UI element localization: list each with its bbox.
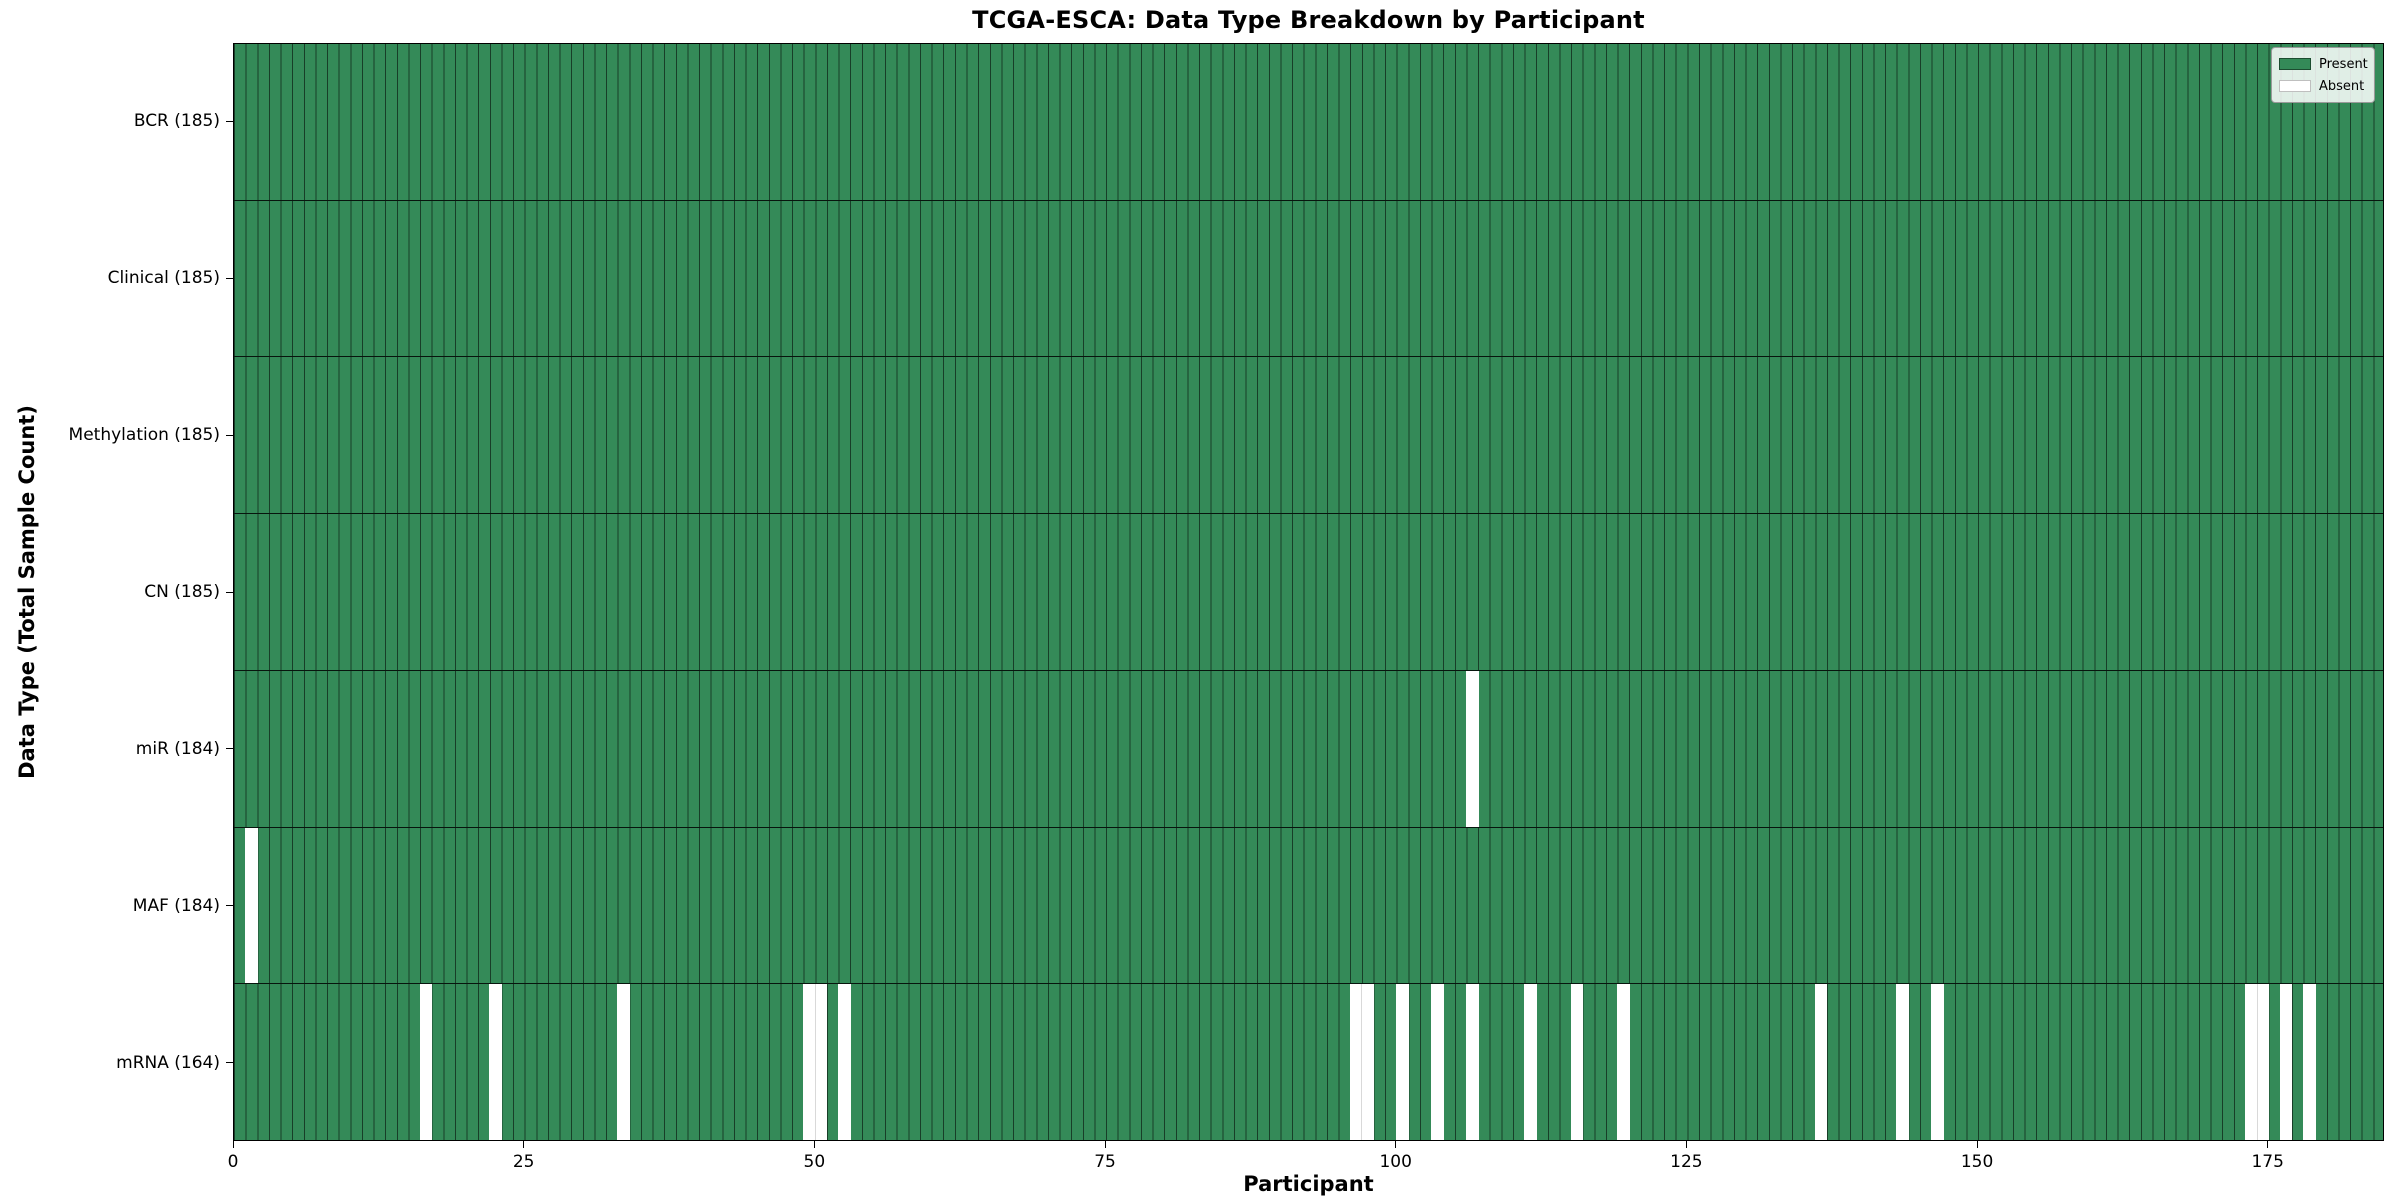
present-cells: [234, 827, 2383, 984]
absent-cell-run: [1896, 984, 1909, 1141]
present-cells: [234, 670, 2383, 827]
y-tick-label: mRNA (164): [116, 1052, 220, 1073]
y-tick-mark: [226, 748, 233, 750]
datatype-row-methylation: [234, 356, 2383, 514]
x-tick-mark: [232, 1141, 234, 1148]
y-tick-label: Methylation (185): [68, 425, 220, 446]
y-axis-label: Data Type (Total Sample Count): [15, 405, 39, 779]
legend-label: Present: [2319, 56, 2368, 72]
datatype-row-mir: [234, 669, 2383, 827]
absent-cell-run: [1465, 984, 1479, 1141]
present-cells: [234, 200, 2383, 357]
chart-title: TCGA-ESCA: Data Type Breakdown by Partic…: [972, 6, 1645, 34]
present-cells: [234, 44, 2383, 200]
x-tick-label: 125: [1670, 1152, 1703, 1172]
absent-cell-run: [1524, 984, 1537, 1141]
absent-cell-run: [1931, 984, 1944, 1141]
x-tick-mark: [1104, 1141, 1106, 1148]
absent-cell-divider: [814, 984, 816, 1141]
legend-swatch-absent: [2279, 80, 2311, 92]
y-tick-mark: [226, 1062, 233, 1064]
absent-cell-run: [1396, 984, 1409, 1141]
absent-cell-run: [2244, 984, 2270, 1141]
x-tick-mark: [813, 1141, 815, 1148]
x-tick-label: 25: [512, 1152, 535, 1172]
present-cells: [234, 514, 2383, 670]
absent-cell-run: [2279, 984, 2293, 1141]
absent-cell-divider: [2256, 984, 2258, 1141]
absent-cell-run: [803, 984, 828, 1141]
x-tick-mark: [523, 1141, 525, 1148]
y-tick-label: Clinical (185): [107, 268, 220, 289]
legend-entry-present: Present: [2279, 53, 2368, 75]
y-tick-mark: [226, 905, 233, 907]
x-tick-label: 50: [803, 1152, 826, 1172]
y-tick-mark: [226, 591, 233, 593]
y-tick-label: miR (184): [135, 738, 220, 759]
datatype-row-cn: [234, 513, 2383, 670]
datatype-row-mrna: [234, 983, 2383, 1141]
x-tick-label: 150: [1960, 1152, 1994, 1172]
y-tick-mark: [226, 277, 233, 279]
datatype-row-clinical: [234, 199, 2383, 357]
x-tick-label: 175: [2251, 1152, 2284, 1172]
absent-cell-run: [2303, 984, 2316, 1141]
present-cells: [234, 984, 2383, 1141]
y-tick-label: MAF (184): [132, 895, 220, 916]
y-tick-label: BCR (185): [133, 111, 220, 132]
y-tick-label: CN (185): [144, 582, 220, 602]
absent-cell-run: [838, 984, 851, 1141]
y-tick-mark: [226, 434, 233, 436]
absent-cell-divider: [1361, 984, 1363, 1141]
legend-entry-absent: Absent: [2279, 75, 2367, 97]
absent-cell-run: [1814, 984, 1828, 1141]
absent-cell-run: [1465, 670, 1479, 827]
absent-cell-run: [1617, 984, 1630, 1141]
present-cells: [234, 357, 2383, 514]
legend-label: Absent: [2319, 78, 2365, 94]
absent-cell-run: [617, 984, 630, 1141]
x-tick-label: 100: [1379, 1152, 1412, 1172]
x-tick-mark: [1976, 1141, 1978, 1148]
absent-cell-run: [489, 984, 502, 1141]
x-tick-mark: [2267, 1141, 2269, 1148]
absent-cell-run: [1431, 984, 1444, 1141]
x-tick-label: 75: [1094, 1152, 1116, 1172]
absent-cell-run: [245, 827, 258, 984]
legend: Present Absent: [2271, 47, 2375, 103]
x-tick-mark: [1685, 1141, 1687, 1148]
absent-cell-run: [419, 984, 433, 1141]
legend-swatch-present: [2279, 58, 2311, 70]
x-tick-label: 0: [227, 1152, 239, 1172]
datatype-row-bcr: [234, 44, 2383, 200]
plot-area: Present Absent: [233, 43, 2384, 1141]
datatype-row-maf: [234, 826, 2383, 984]
x-tick-mark: [1395, 1141, 1397, 1148]
y-tick-mark: [226, 120, 233, 122]
absent-cell-run: [1570, 984, 1584, 1141]
absent-cell-run: [1349, 984, 1374, 1141]
x-axis-label: Participant: [1243, 1172, 1374, 1196]
